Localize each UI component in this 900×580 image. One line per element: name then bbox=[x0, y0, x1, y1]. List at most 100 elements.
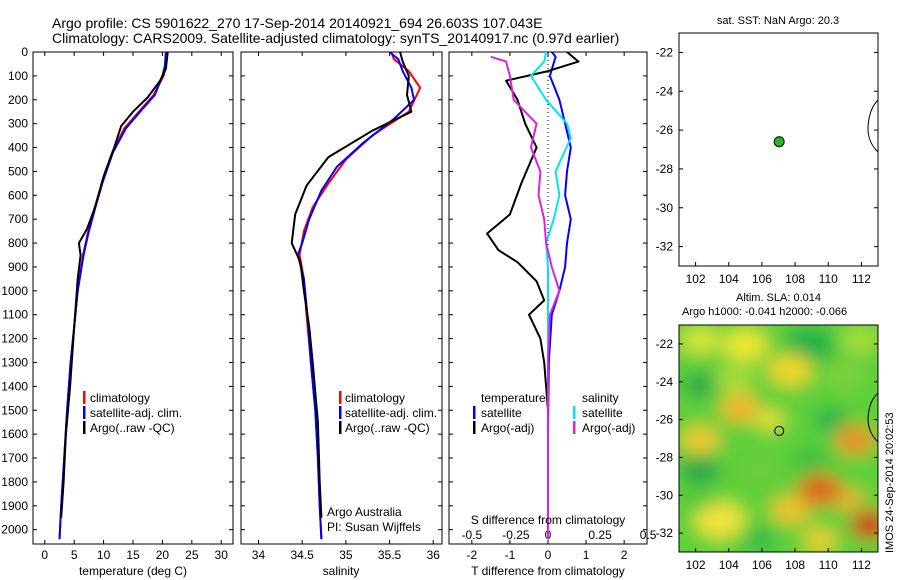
pi-annotation-1: Argo Australia bbox=[327, 505, 402, 519]
difference-legend: temperature satellite Argo(-adj) salinit… bbox=[473, 391, 635, 435]
salinity-panel bbox=[240, 51, 443, 545]
depth-tick-label: 600 bbox=[8, 188, 28, 202]
header-line2: Climatology: CARS2009. Satellite-adjuste… bbox=[52, 30, 619, 46]
legend-sat: satellite-adj. clim. bbox=[345, 406, 437, 420]
series-layer bbox=[58, 51, 785, 540]
depth-tick-label: 400 bbox=[8, 141, 28, 155]
sla-blob bbox=[680, 456, 720, 484]
map-x-tick-label: 102 bbox=[686, 558, 706, 572]
x-tick-label: 15 bbox=[126, 548, 140, 562]
sst-coastline bbox=[867, 99, 879, 153]
legend-swatch-argo bbox=[83, 421, 86, 434]
depth-tick-label: 1400 bbox=[1, 379, 28, 393]
x-tick-label: 0 bbox=[41, 548, 48, 562]
sla-blob bbox=[840, 326, 878, 354]
map-y-tick-label: -32 bbox=[656, 240, 674, 254]
sla-blob bbox=[756, 410, 784, 430]
legend-swatch-s-argo bbox=[573, 421, 576, 434]
x-tick-label: 2 bbox=[621, 548, 628, 562]
x-tick-label: 35.5 bbox=[378, 548, 402, 562]
argo-position-marker bbox=[773, 136, 785, 148]
legend-swatch-t-sat bbox=[473, 406, 476, 419]
map-y-tick-label: -30 bbox=[656, 488, 674, 502]
sla-blob bbox=[683, 373, 717, 397]
sla-blob bbox=[770, 496, 810, 524]
difference-xlabel: T difference from climatology bbox=[471, 564, 625, 578]
legend-swatch-sat bbox=[83, 406, 86, 419]
map-y-tick-label: -26 bbox=[656, 123, 674, 137]
sla-blob bbox=[803, 528, 837, 552]
sla-coastline bbox=[867, 392, 879, 443]
depth-tick-label: 100 bbox=[8, 69, 28, 83]
legend-argo: Argo(..raw -QC) bbox=[90, 421, 175, 435]
sla-blob bbox=[743, 528, 777, 552]
imos-footer: IMOS 24-Sep-2014 20:02:53 bbox=[884, 412, 896, 553]
legend-swatch-sat bbox=[339, 406, 342, 419]
legend-t-title: temperature bbox=[481, 391, 546, 405]
temperature-xlabel: temperature (deg C) bbox=[79, 564, 187, 578]
map-x-tick-label: 112 bbox=[852, 558, 871, 572]
sla-blob bbox=[680, 426, 720, 454]
legend-argo: Argo(..raw -QC) bbox=[345, 421, 430, 435]
map-y-tick-label: -24 bbox=[656, 375, 674, 389]
map-x-tick-label: 110 bbox=[819, 272, 838, 286]
sla-title-2: Argo h1000: -0.041 h2000: -0.066 bbox=[682, 306, 847, 318]
depth-tick-label: 500 bbox=[8, 164, 28, 178]
legend-s-sat: satellite bbox=[582, 406, 623, 420]
legend-t-argo: Argo(-adj) bbox=[481, 421, 534, 435]
map-x-tick-label: 106 bbox=[752, 558, 772, 572]
x-tick-label: 20 bbox=[156, 548, 170, 562]
depth-tick-label: 1500 bbox=[1, 403, 28, 417]
sla-blob bbox=[797, 474, 843, 506]
depth-tick-label: 1900 bbox=[1, 499, 28, 513]
temperature-legend: climatology satellite-adj. clim. Argo(..… bbox=[83, 391, 182, 435]
x-tick-label: 0 bbox=[545, 548, 552, 562]
map-x-tick-label: 112 bbox=[852, 272, 871, 286]
depth-tick-label: 900 bbox=[8, 260, 28, 274]
pi-annotation-2: PI: Susan Wijffels bbox=[327, 520, 421, 534]
x-tick-label: 10 bbox=[97, 548, 111, 562]
legend-swatch-clim bbox=[339, 391, 342, 404]
depth-tick-label: 1300 bbox=[1, 355, 28, 369]
series-line-salinity-argo-adj- bbox=[490, 55, 561, 540]
sla-blob bbox=[790, 446, 830, 474]
x-tick-label: 25 bbox=[185, 548, 199, 562]
series-line-argo-raw-qc- bbox=[290, 51, 413, 518]
depth-tick-label: 1600 bbox=[1, 427, 28, 441]
series-line-satellite-adj-clim- bbox=[296, 51, 415, 540]
map-y-tick-label: -22 bbox=[656, 337, 674, 351]
map-y-tick-label: -32 bbox=[656, 526, 674, 540]
depth-tick-label: 800 bbox=[8, 236, 28, 250]
depth-tick-label: 200 bbox=[8, 93, 28, 107]
series-line-argo-raw-qc- bbox=[60, 51, 169, 518]
sla-blob bbox=[694, 502, 746, 538]
s-diff-tick-label: 0.25 bbox=[588, 528, 612, 542]
s-diff-tick-label: -0.5 bbox=[462, 528, 483, 542]
legend-t-sat: satellite bbox=[481, 406, 522, 420]
map-y-tick-label: -30 bbox=[656, 201, 674, 215]
tick-layer: 0100200300400500600700800900100011001200… bbox=[1, 45, 878, 572]
x-tick-label: 36 bbox=[427, 548, 441, 562]
sla-heatmap bbox=[679, 325, 878, 552]
difference-xlabel2: S difference from climatology bbox=[471, 513, 626, 527]
s-diff-tick-label: -0.25 bbox=[502, 528, 530, 542]
series-line-satellite-adj-clim- bbox=[58, 51, 167, 540]
map-x-tick-label: 108 bbox=[785, 558, 805, 572]
x-tick-label: 34.5 bbox=[290, 548, 314, 562]
x-tick-label: -1 bbox=[505, 548, 516, 562]
sla-blob bbox=[680, 326, 720, 354]
map-x-tick-label: 102 bbox=[686, 272, 706, 286]
sla-title-1: Altim. SLA: 0.014 bbox=[736, 292, 821, 304]
sla-blob bbox=[813, 408, 847, 432]
depth-tick-label: 700 bbox=[8, 212, 28, 226]
legend-clim: climatology bbox=[345, 391, 405, 405]
sla-blob bbox=[740, 456, 780, 484]
salinity-xlabel: salinity bbox=[323, 564, 360, 578]
sla-blob bbox=[715, 366, 755, 394]
sla-blob bbox=[767, 354, 813, 386]
s-diff-tick-label: 0.5 bbox=[640, 528, 657, 542]
map-y-tick-label: -26 bbox=[656, 413, 674, 427]
x-tick-label: -2 bbox=[467, 548, 478, 562]
sla-blob bbox=[784, 327, 836, 363]
